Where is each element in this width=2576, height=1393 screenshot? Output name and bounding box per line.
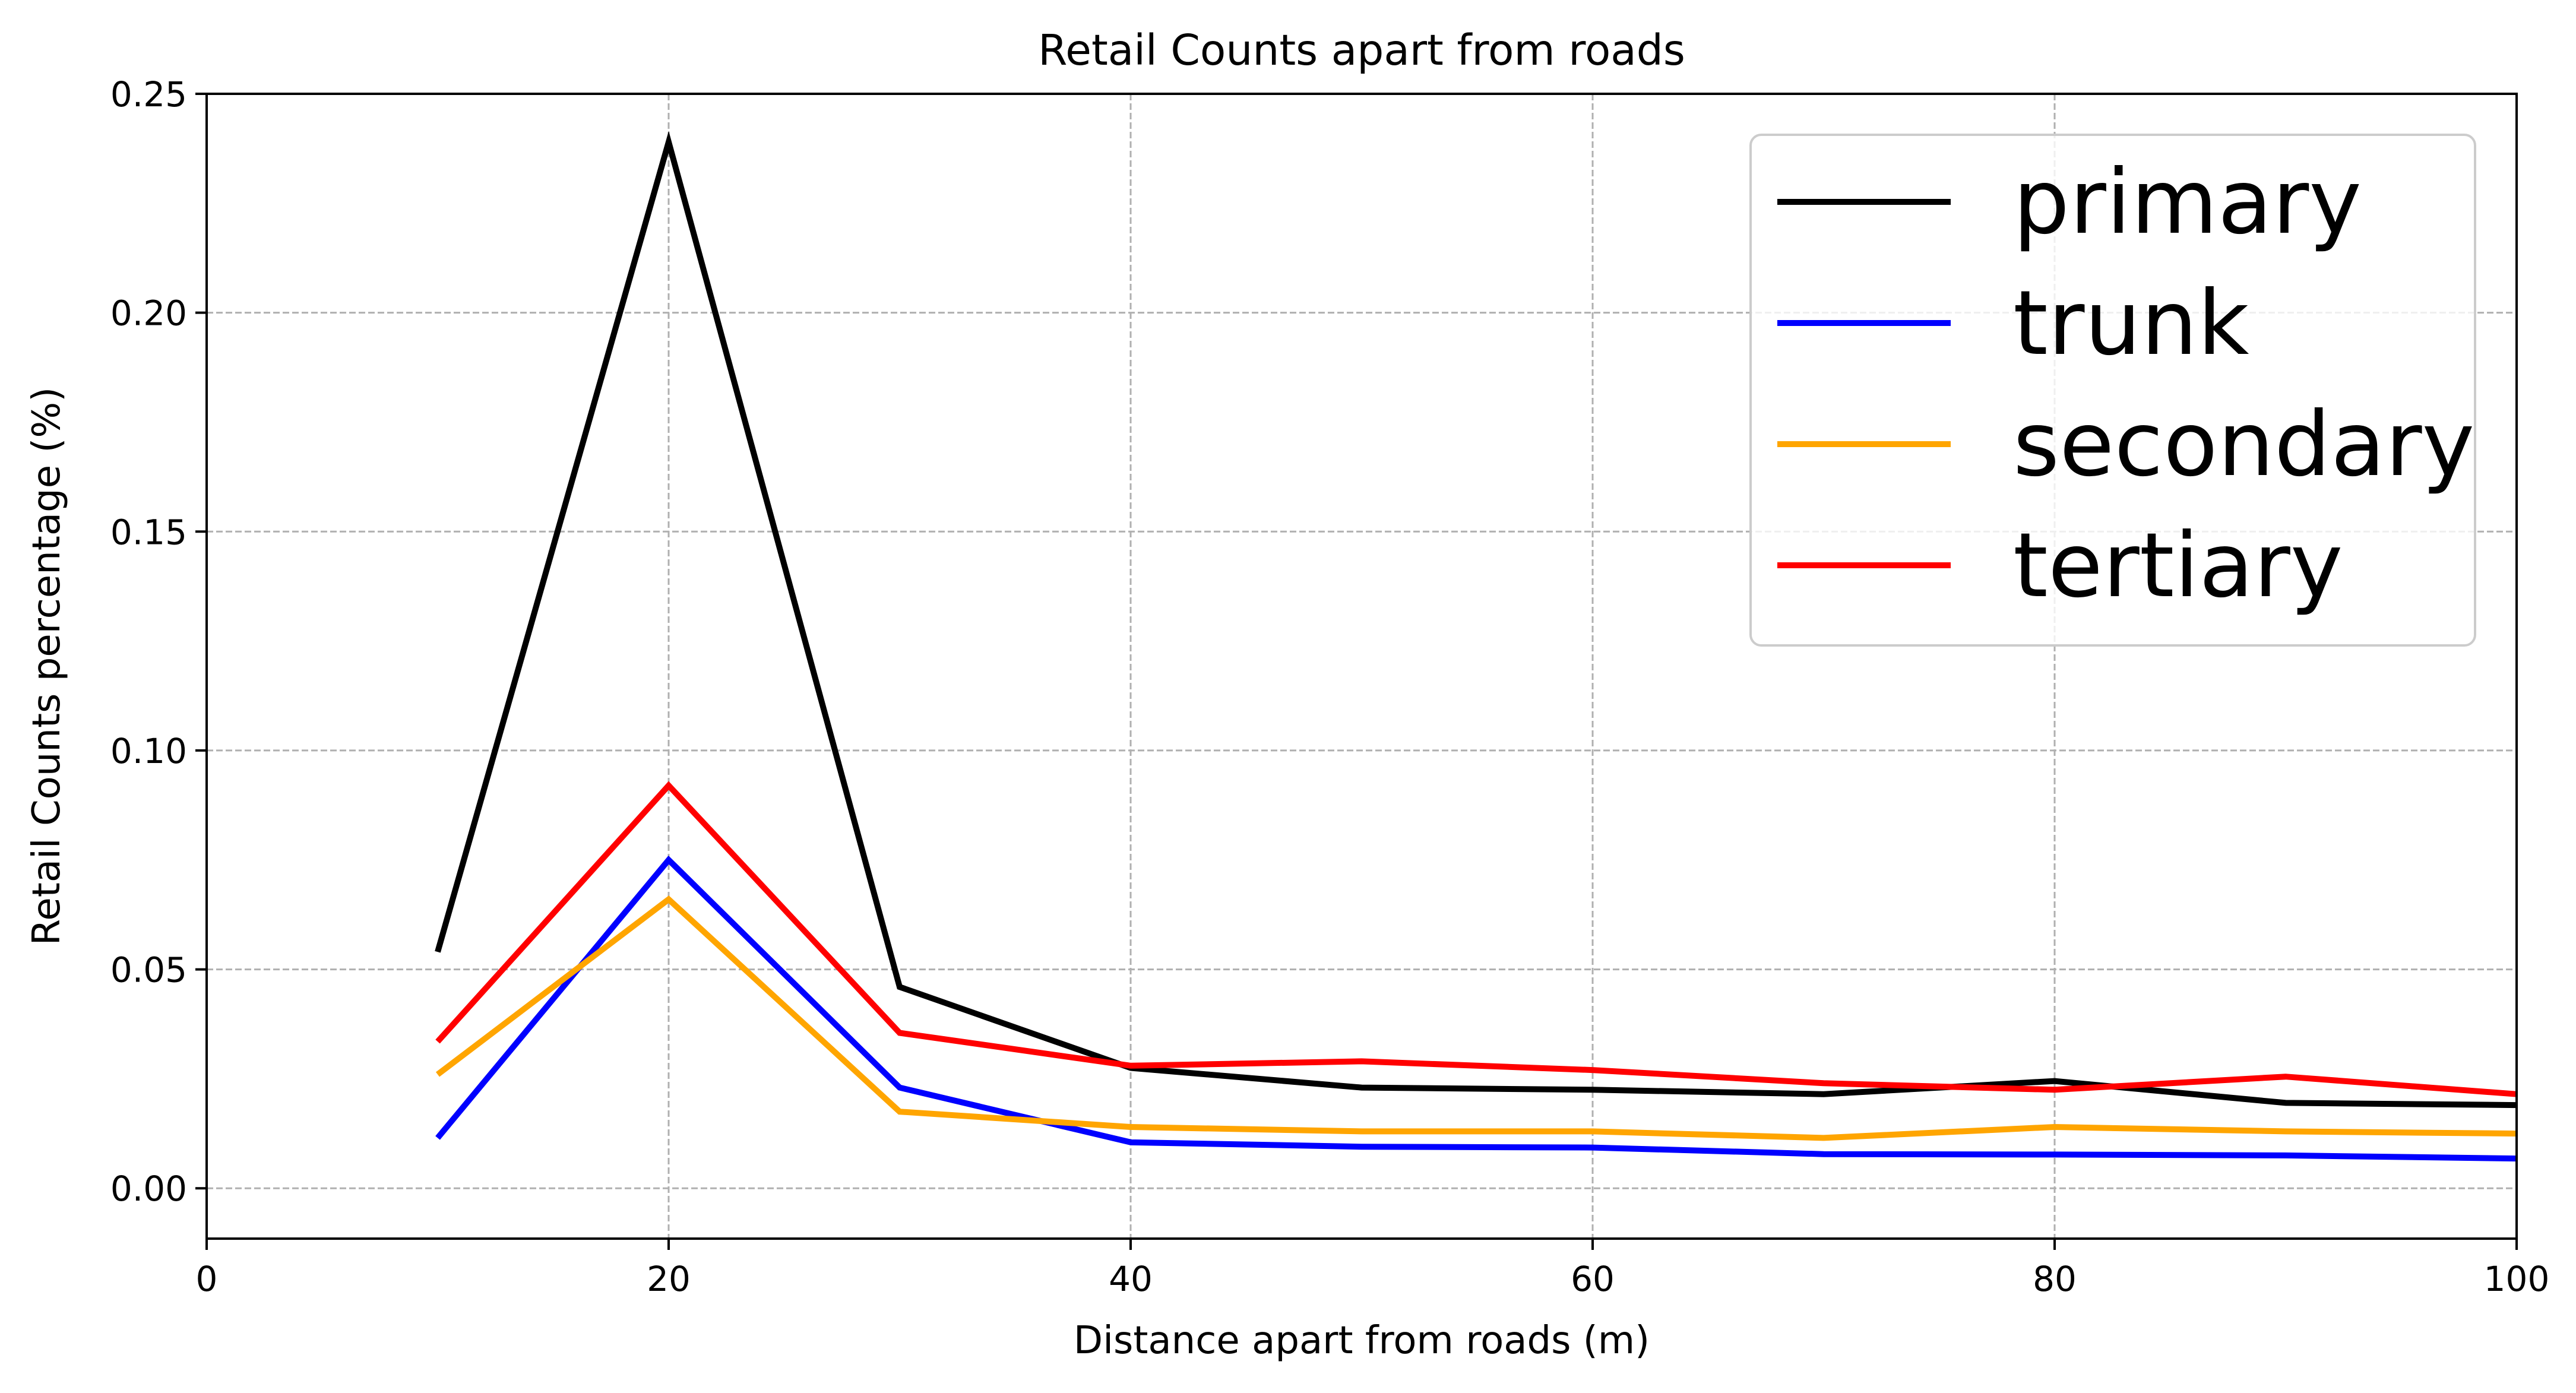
- x-tick-label: 20: [647, 1259, 691, 1299]
- y-tick-label: 0.25: [110, 74, 187, 115]
- legend-box: [1749, 134, 2476, 647]
- legend-label-trunk: trunk: [2013, 272, 2249, 375]
- y-tick-label: 0.10: [110, 731, 187, 771]
- series-line-primary: [435, 131, 2517, 1109]
- legend: primary trunk secondary tertiary: [1749, 134, 2476, 647]
- legend-label-secondary: secondary: [2013, 393, 2474, 496]
- x-axis-label: Distance apart from roads (m): [1074, 1319, 1650, 1363]
- y-tick-label: 0.15: [110, 512, 187, 552]
- y-axis-ticks: 0.00 0.05 0.10 0.15 0.20 0.25: [110, 74, 207, 1209]
- x-tick-label: 40: [1109, 1259, 1153, 1299]
- legend-items: primary trunk secondary tertiary: [1777, 151, 2474, 618]
- y-axis-label: Retail Counts percentage (%): [25, 387, 69, 945]
- y-tick-label: 0.05: [110, 950, 187, 990]
- y-tick-label: 0.00: [110, 1169, 187, 1209]
- x-tick-label: 80: [2033, 1259, 2077, 1299]
- y-tick-label: 0.20: [110, 293, 187, 334]
- x-tick-label: 100: [2484, 1259, 2550, 1299]
- x-tick-label: 60: [1571, 1259, 1615, 1299]
- legend-label-tertiary: tertiary: [2013, 514, 2343, 618]
- plot-area-frame: [205, 93, 2518, 1240]
- x-axis-ticks: 0 20 40 60 80 100: [196, 1239, 2550, 1299]
- series-line-secondary: [435, 895, 2517, 1141]
- series-group: [435, 131, 2517, 1162]
- chart-title: Retail Counts apart from roads: [1038, 26, 1685, 75]
- x-tick-label: 0: [196, 1259, 218, 1299]
- legend-label-primary: primary: [2013, 151, 2362, 254]
- series-line-tertiary: [435, 781, 2517, 1097]
- series-line-trunk: [435, 855, 2517, 1162]
